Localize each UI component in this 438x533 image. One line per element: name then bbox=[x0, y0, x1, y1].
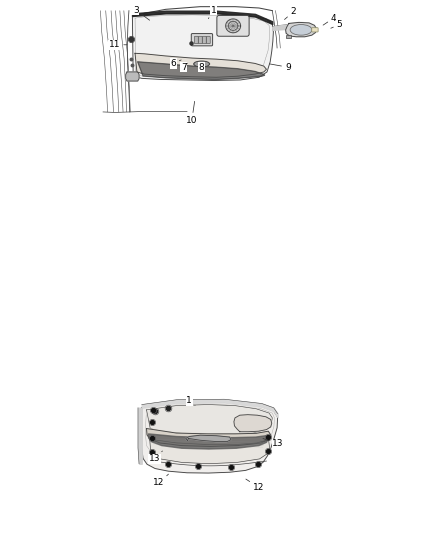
Polygon shape bbox=[132, 13, 273, 80]
FancyBboxPatch shape bbox=[206, 36, 210, 44]
Ellipse shape bbox=[290, 25, 312, 35]
Text: 1: 1 bbox=[186, 396, 195, 406]
Polygon shape bbox=[234, 415, 272, 432]
Text: 6: 6 bbox=[170, 59, 181, 68]
Polygon shape bbox=[147, 405, 272, 434]
Text: 1: 1 bbox=[208, 6, 216, 19]
Text: 9: 9 bbox=[270, 63, 291, 71]
Polygon shape bbox=[186, 435, 231, 441]
Text: 4: 4 bbox=[323, 14, 336, 25]
Polygon shape bbox=[126, 72, 139, 81]
Polygon shape bbox=[138, 62, 265, 79]
FancyBboxPatch shape bbox=[312, 28, 318, 32]
Polygon shape bbox=[150, 439, 270, 464]
Polygon shape bbox=[142, 402, 278, 473]
Polygon shape bbox=[286, 22, 317, 37]
Text: 8: 8 bbox=[199, 63, 205, 71]
FancyBboxPatch shape bbox=[191, 34, 212, 46]
Polygon shape bbox=[135, 53, 266, 77]
Text: 7: 7 bbox=[181, 63, 187, 71]
FancyBboxPatch shape bbox=[217, 15, 249, 36]
FancyBboxPatch shape bbox=[202, 36, 206, 44]
Text: 5: 5 bbox=[331, 20, 343, 29]
Ellipse shape bbox=[194, 61, 210, 67]
FancyBboxPatch shape bbox=[194, 36, 198, 44]
Polygon shape bbox=[147, 429, 271, 447]
Ellipse shape bbox=[195, 62, 208, 66]
Text: 13: 13 bbox=[149, 451, 162, 463]
Polygon shape bbox=[148, 434, 268, 449]
FancyBboxPatch shape bbox=[198, 36, 202, 44]
Text: 11: 11 bbox=[109, 41, 127, 49]
Text: 13: 13 bbox=[263, 439, 284, 448]
Polygon shape bbox=[226, 19, 240, 33]
FancyBboxPatch shape bbox=[286, 35, 291, 38]
Text: 2: 2 bbox=[285, 7, 296, 20]
Text: 12: 12 bbox=[153, 474, 169, 487]
Text: 3: 3 bbox=[133, 6, 150, 20]
Text: 10: 10 bbox=[186, 101, 198, 125]
Text: 12: 12 bbox=[246, 479, 264, 491]
